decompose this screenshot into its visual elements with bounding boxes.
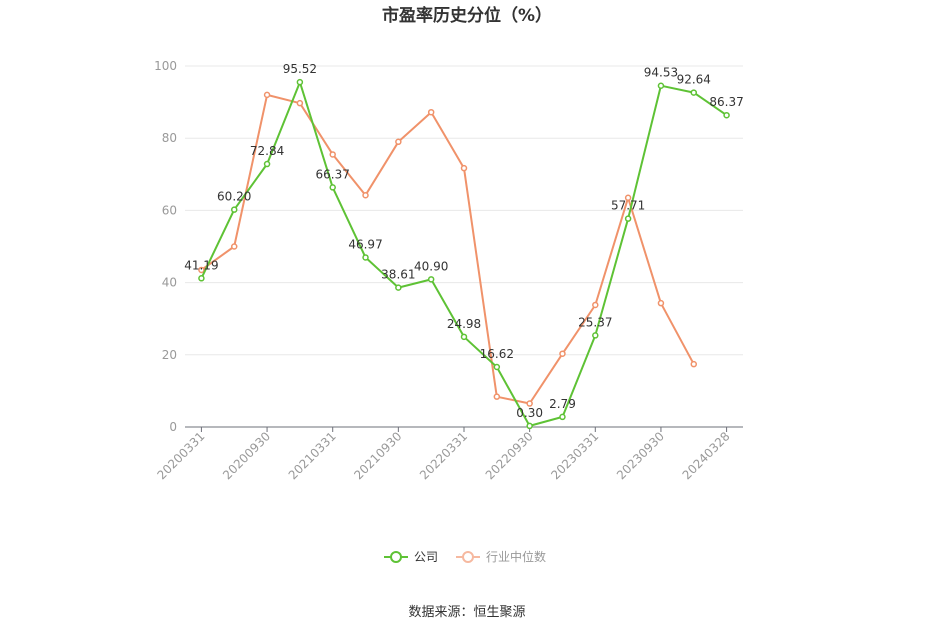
x-tick-label: 20240328 — [680, 429, 733, 482]
data-point[interactable] — [395, 284, 402, 291]
data-point[interactable] — [329, 184, 336, 191]
data-point[interactable] — [460, 164, 468, 172]
data-label: 41.19 — [184, 258, 218, 272]
series-line-1 — [200, 93, 695, 405]
data-point[interactable] — [230, 206, 238, 213]
data-point[interactable] — [657, 82, 665, 89]
data-labels: 41.19 60.20 72.84 95.52 66.37 46.97 38.6140.90… — [184, 62, 744, 420]
legend-label[interactable]: 公司 — [414, 550, 438, 564]
x-tick-label: 20210331 — [286, 429, 339, 482]
data-point[interactable] — [690, 89, 698, 96]
data-point[interactable] — [263, 91, 271, 99]
series-layer — [198, 78, 730, 430]
legend[interactable]: 公司 行业中位数 — [384, 549, 546, 564]
data-label: 16.62 — [480, 347, 514, 361]
data-point[interactable] — [526, 400, 533, 407]
data-label: 40.90 — [414, 259, 448, 273]
data-point[interactable] — [230, 243, 238, 250]
data-point[interactable] — [657, 299, 665, 307]
chart-title: 市盈率历史分位（%） — [382, 5, 552, 26]
data-point[interactable] — [690, 360, 698, 368]
data-label: 66.37 — [316, 167, 350, 181]
legend-label[interactable]: 行业中位数 — [486, 549, 546, 564]
data-point[interactable] — [395, 138, 402, 146]
source-note: 数据来源：恒生聚源 — [408, 605, 525, 620]
axes: 0 20 40 60 80 100 20200331 20200930 20210331 2021… — [154, 59, 743, 482]
data-label: 38.61 — [381, 268, 415, 282]
data-label: 60.20 — [217, 190, 251, 204]
data-point[interactable] — [427, 276, 435, 283]
data-label: 86.37 — [709, 95, 743, 109]
data-point[interactable] — [362, 191, 369, 199]
data-label: 0.30 — [516, 406, 543, 420]
data-point[interactable] — [460, 333, 468, 341]
data-point[interactable] — [723, 111, 730, 119]
data-point[interactable] — [624, 215, 632, 222]
data-label: 94.53 — [644, 66, 678, 80]
legend-marker — [390, 551, 402, 563]
data-label: 46.97 — [348, 237, 382, 251]
y-tick-label: 0 — [169, 420, 177, 434]
data-point[interactable] — [296, 78, 304, 86]
data-point[interactable] — [493, 393, 501, 400]
data-point[interactable] — [592, 301, 599, 309]
x-tick-label: 20230331 — [548, 429, 601, 482]
series-line-0 — [200, 81, 728, 427]
y-tick-label: 80 — [162, 131, 177, 145]
data-point[interactable] — [559, 413, 566, 421]
data-point[interactable] — [624, 194, 632, 202]
data-point[interactable] — [329, 151, 336, 158]
x-tick-label: 20220331 — [417, 429, 470, 482]
x-tick-label: 20200331 — [154, 429, 207, 482]
y-tick-label: 20 — [162, 348, 177, 362]
data-label: 95.52 — [283, 62, 317, 76]
x-tick-label: 20200930 — [220, 429, 273, 482]
data-point[interactable] — [296, 99, 304, 107]
data-point[interactable] — [427, 108, 435, 116]
data-label: 25.37 — [578, 315, 612, 329]
data-label: 2.79 — [549, 397, 576, 411]
x-tick-label: 20230930 — [614, 429, 667, 482]
data-point[interactable] — [559, 350, 566, 357]
grid-lines — [185, 65, 743, 356]
data-point[interactable] — [198, 266, 205, 274]
data-point[interactable] — [493, 363, 501, 371]
data-label: 72.84 — [250, 144, 284, 158]
legend-marker — [462, 551, 474, 563]
data-point[interactable] — [263, 160, 271, 168]
data-point[interactable] — [362, 254, 369, 261]
data-label: 92.64 — [677, 73, 711, 87]
y-tick-label: 100 — [154, 59, 177, 73]
data-label: 24.98 — [447, 317, 481, 331]
y-tick-label: 40 — [162, 276, 177, 290]
data-point[interactable] — [526, 422, 533, 430]
data-point[interactable] — [198, 275, 205, 282]
y-tick-label: 60 — [162, 203, 177, 217]
data-point[interactable] — [592, 332, 599, 339]
x-tick-label: 20220930 — [483, 429, 536, 482]
x-tick-label: 20210930 — [351, 429, 404, 482]
data-label: 57.71 — [611, 199, 645, 213]
